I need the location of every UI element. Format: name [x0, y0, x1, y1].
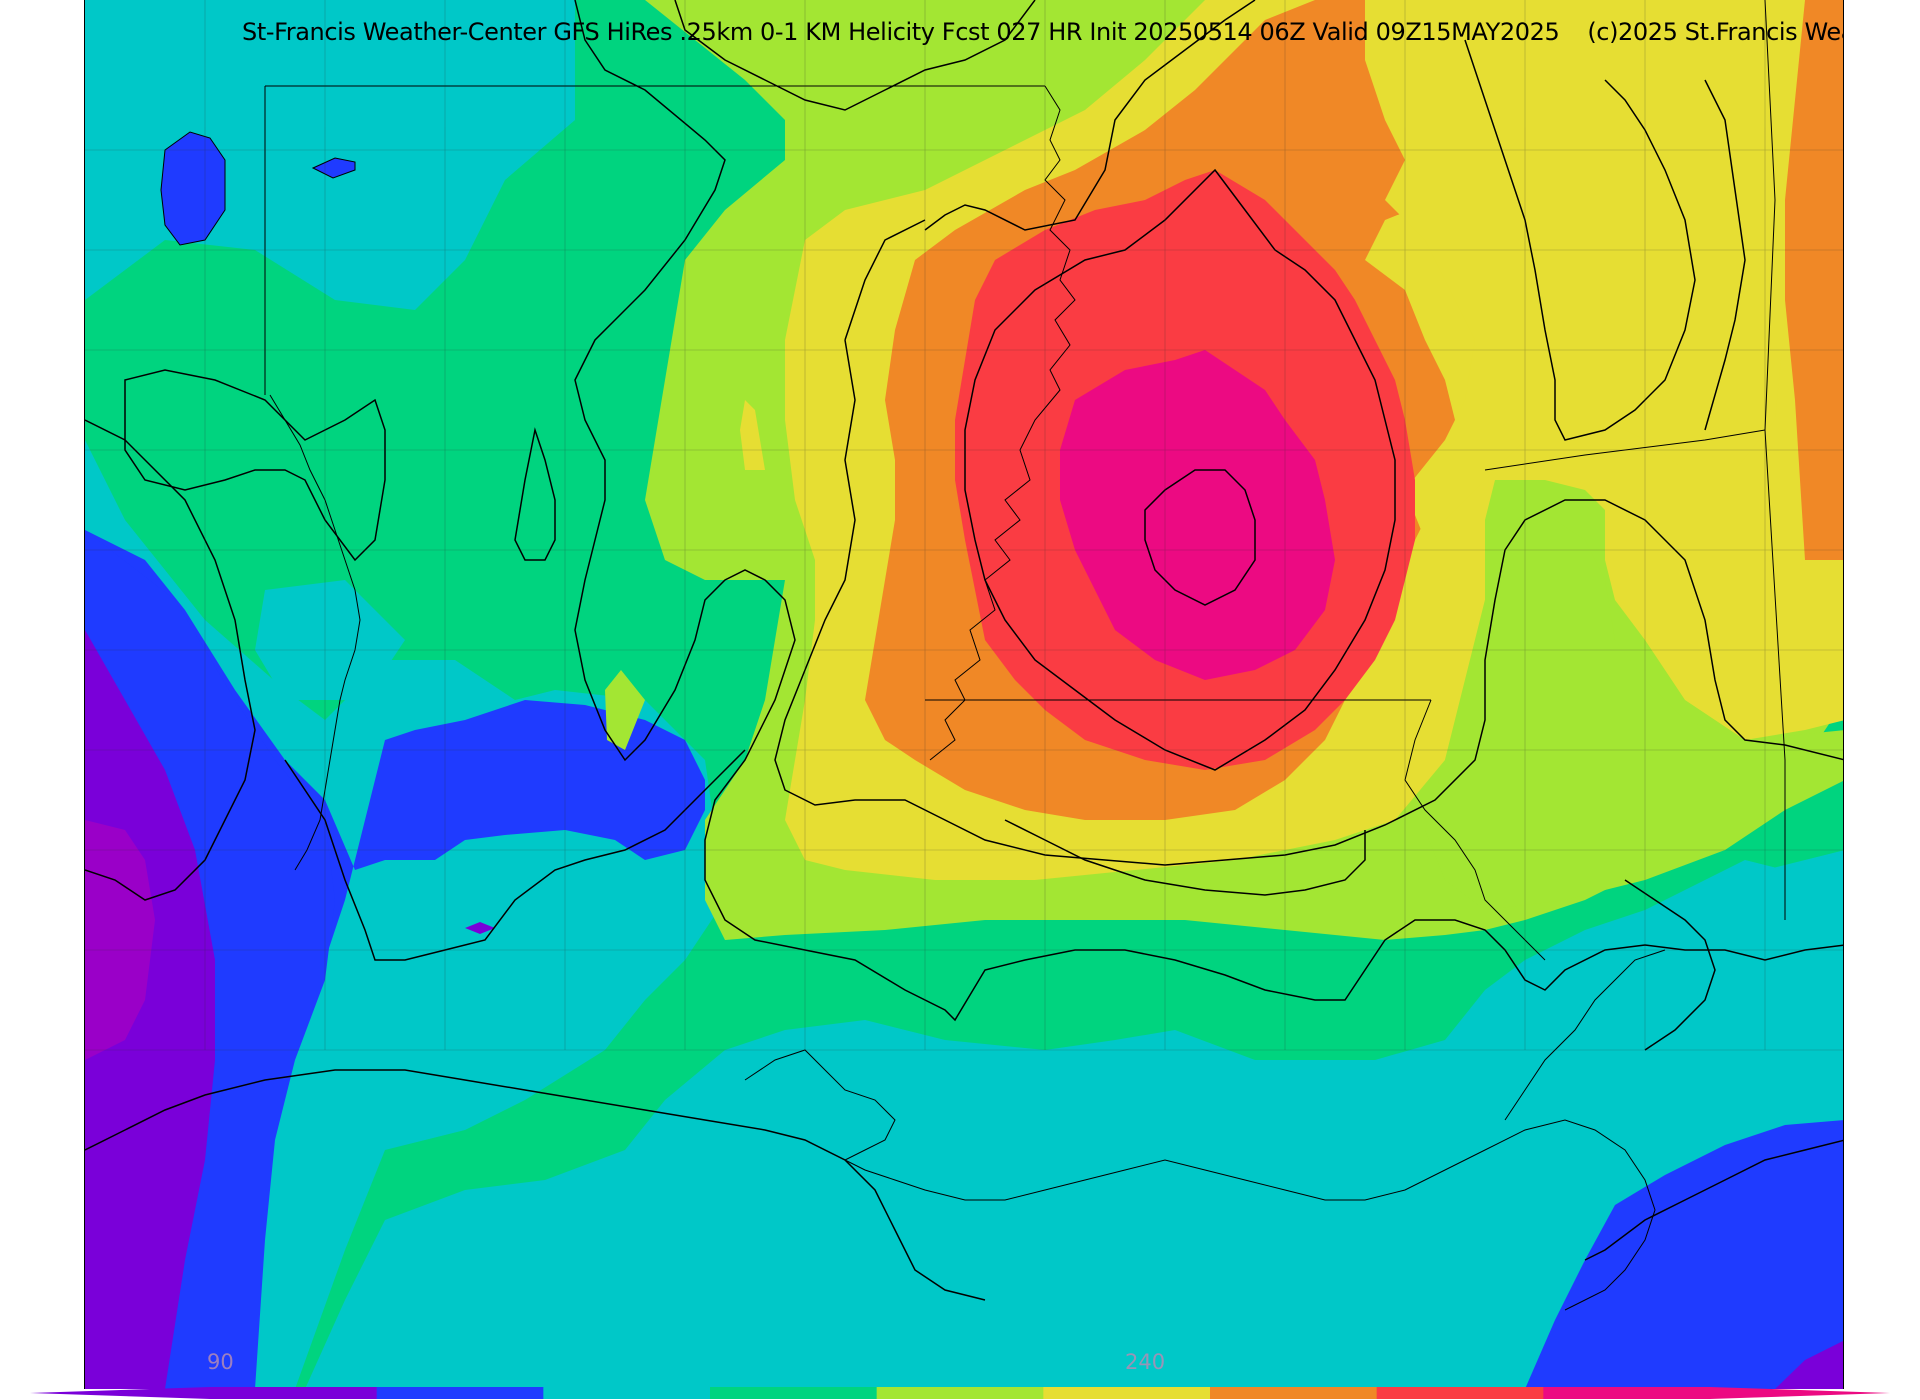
contour-north-loop	[674, 0, 1036, 111]
colorbar-segment	[376, 1387, 544, 1399]
contour-red-outline	[964, 168, 1396, 771]
contour-southwest-region	[85, 419, 256, 901]
colorbar-tick-label-mid: 240	[1125, 1350, 1166, 1374]
field-lime-east-tongue	[1425, 520, 1843, 910]
colorbar-segment	[1043, 1387, 1211, 1399]
colorbar-segments	[30, 1387, 1890, 1399]
coast-line-east	[1504, 949, 1666, 1121]
field-blue-north-dot-1	[160, 131, 226, 246]
field-lime-island	[605, 670, 645, 750]
state-line-east-cross	[1484, 429, 1766, 471]
colorbar-left-cap	[30, 1387, 210, 1399]
contour-central-drop	[514, 427, 556, 561]
county-lines	[85, 0, 1843, 1051]
colorbar-segment	[210, 1387, 378, 1399]
field-blue-southeast	[1525, 1120, 1843, 1389]
map-title: St-Francis Weather-Center GFS HiRes .25k…	[242, 18, 1843, 46]
field-violet-west	[85, 630, 215, 1389]
contour-west-loop	[124, 369, 386, 562]
helicity-contours	[85, 0, 1843, 1301]
contour-east-loop	[1464, 39, 1746, 441]
state-line-south-border	[1404, 699, 1546, 961]
colorbar-right-cap	[1710, 1387, 1890, 1399]
colorbar-tick-label-low: 90	[207, 1350, 234, 1374]
map-title-copyright: (c)2025 St.Francis Weather	[1587, 18, 1843, 46]
field-purple-west-core	[85, 820, 155, 1060]
state-boundaries	[264, 0, 1786, 1311]
colorbar	[30, 1387, 1890, 1399]
colorbar-segment	[876, 1387, 1044, 1399]
contour-mid-south-loop	[1004, 819, 1366, 896]
field-cyan-southwest-strip	[255, 580, 405, 700]
field-magenta-core	[1060, 350, 1335, 680]
county-grid-horizontal	[85, 149, 1843, 1051]
colorbar-segment	[1543, 1387, 1711, 1399]
field-violet-southeast-corner	[1775, 1341, 1843, 1389]
field-yellow-sliver	[740, 400, 765, 470]
river-boundary	[929, 85, 1076, 761]
contour-core-ring	[1144, 469, 1256, 606]
colorbar-segment	[543, 1387, 711, 1399]
field-blue-north-dot-2	[311, 157, 356, 179]
river-boundary-west	[269, 394, 361, 871]
field-orange-east-edge	[1785, 0, 1843, 560]
contour-yellow-outline	[774, 0, 1843, 866]
helicity-map	[85, 0, 1843, 1389]
field-cyan-gulf	[1515, 860, 1843, 1200]
contour-south-blue-edge	[284, 749, 746, 961]
colorbar-segment	[1210, 1387, 1378, 1399]
contour-gulf-edge	[85, 1069, 986, 1301]
contour-southeast-edge	[1584, 1139, 1843, 1261]
field-yellow-east-inner	[1365, 0, 1805, 540]
helicity-map-panel: St-Francis Weather-Center GFS HiRes .25k…	[84, 0, 1844, 1389]
county-grid-vertical	[204, 0, 1766, 1050]
coast-line-mississippi-delta	[744, 1049, 1656, 1311]
contour-green-lime-boundary	[574, 0, 1843, 1022]
field-cyan-south	[305, 850, 1843, 1389]
contour-east-southeast	[1624, 879, 1716, 1051]
field-violet-sliver	[465, 922, 495, 934]
colorbar-segment	[1376, 1387, 1544, 1399]
map-title-main: St-Francis Weather-Center GFS HiRes .25k…	[242, 18, 1560, 46]
colorbar-segment	[710, 1387, 878, 1399]
